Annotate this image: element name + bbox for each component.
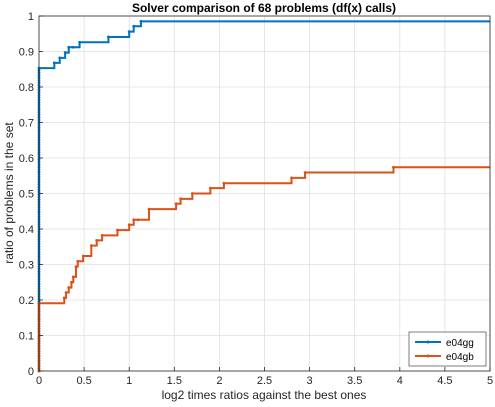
x-tick-label: 5 (487, 375, 493, 387)
data-point (392, 165, 395, 169)
x-tick-label: 2.5 (257, 375, 272, 387)
data-point (222, 181, 226, 185)
data-point (89, 244, 93, 248)
data-point (64, 291, 68, 294)
data-point (78, 40, 81, 44)
data-point (132, 24, 136, 28)
legend-box (408, 331, 487, 367)
x-tick-label: 0.5 (76, 375, 91, 387)
data-point (71, 275, 75, 279)
axis-ticks: 0 0.5 1 1.5 2 2.5 3 3.5 4 4.5 5 0 0.1 0.2 0.3 0.4 0.5 0.6… (19, 11, 493, 387)
chart-title: Solver comparison of 68 problems (df(x) … (132, 1, 396, 15)
y-tick-label: 0 (28, 366, 34, 378)
series-markers-e04gb (37, 165, 395, 373)
y-tick-label: 0.9 (19, 47, 34, 59)
data-point (67, 286, 71, 289)
x-tick-label: 0 (36, 375, 42, 387)
legend-label-e04gb: e04gb (446, 352, 474, 363)
y-axis-label: ratio of problems in the set (2, 122, 16, 264)
legend-marker-e04gg (426, 340, 430, 344)
data-point (63, 51, 67, 54)
y-tick-label: 0.7 (19, 118, 34, 130)
data-point (71, 45, 75, 49)
x-tick-label: 4 (397, 375, 403, 387)
y-tick-label: 0.5 (19, 189, 34, 201)
data-point (107, 35, 110, 39)
y-tick-label: 0.4 (19, 224, 34, 236)
x-tick-label: 1.5 (167, 375, 182, 387)
x-axis-label: log2 times ratios against the best ones (162, 388, 367, 402)
series-line-e04gb (38, 166, 490, 371)
y-tick-label: 0.3 (19, 260, 34, 272)
data-point (52, 61, 56, 65)
data-point (208, 186, 212, 190)
data-point (74, 265, 78, 269)
data-point (70, 280, 73, 284)
data-point (179, 197, 183, 201)
y-tick-label: 0.2 (19, 295, 34, 307)
x-tick-label: 3 (307, 375, 313, 387)
legend: e04gg e04gb (408, 331, 487, 367)
y-tick-label: 0.8 (19, 82, 34, 94)
x-tick-label: 1 (126, 375, 132, 387)
series-layer (37, 19, 490, 373)
data-point (147, 207, 151, 211)
data-point (127, 223, 131, 227)
data-point (116, 228, 119, 232)
data-point (139, 19, 143, 23)
data-point (136, 218, 140, 222)
data-point (95, 238, 99, 242)
data-point (62, 296, 66, 300)
y-tick-label: 0.6 (19, 153, 34, 165)
data-point (174, 202, 178, 206)
x-tick-label: 3.5 (347, 375, 362, 387)
data-point (76, 259, 80, 263)
data-point (132, 218, 136, 222)
x-tick-label: 4.5 (437, 375, 452, 387)
legend-label-e04gg: e04gg (446, 338, 474, 349)
data-point (58, 56, 62, 60)
data-point (81, 254, 85, 258)
data-point (303, 171, 307, 174)
x-tick-label: 2 (216, 375, 222, 387)
data-point (100, 233, 104, 237)
data-point (290, 176, 293, 180)
data-point (127, 30, 131, 34)
y-tick-label: 1 (28, 11, 34, 23)
data-point (190, 192, 194, 195)
y-tick-label: 0.1 (19, 331, 34, 343)
data-point (67, 45, 71, 49)
series-line-e04gg (38, 20, 490, 371)
legend-marker-e04gb (426, 354, 430, 358)
